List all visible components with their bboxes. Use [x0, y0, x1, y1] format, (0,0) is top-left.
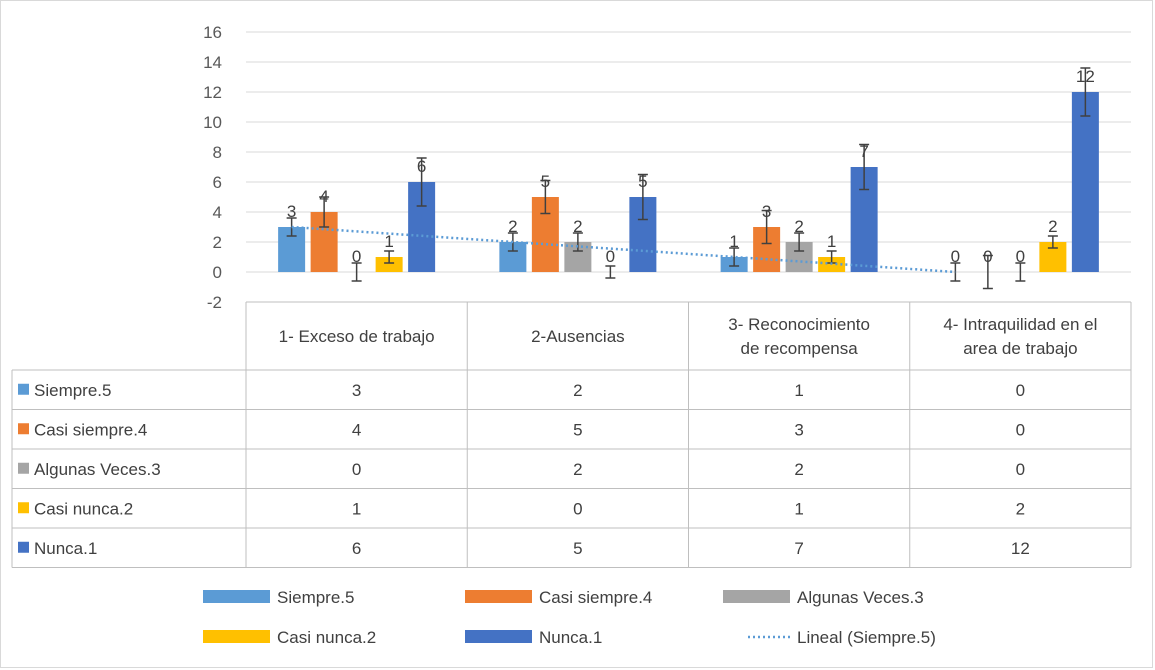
table-legend-key: [18, 541, 29, 553]
table-series-name: Siempre.5: [34, 381, 111, 400]
table-series-name: Casi nunca.2: [34, 499, 133, 518]
data-label: 2: [794, 217, 803, 236]
data-label: 3: [762, 202, 771, 221]
table-series-name: Nunca.1: [34, 539, 97, 558]
y-tick-label: 4: [213, 203, 222, 222]
y-tick-label: 0: [213, 263, 222, 282]
table-cell-value: 5: [573, 539, 582, 558]
table-series-name: Casi siempre.4: [34, 420, 147, 439]
table-cell-value: 3: [794, 420, 803, 439]
table-cell-value: 2: [573, 381, 582, 400]
data-label: 0: [951, 247, 960, 266]
table-category-label: 2-Ausencias: [531, 327, 625, 346]
table-legend-key: [18, 502, 29, 514]
legend-label: Casi siempre.4: [539, 588, 652, 607]
table-legend-key: [18, 462, 29, 474]
y-tick-label: 2: [213, 233, 222, 252]
y-tick-label: 16: [203, 23, 222, 42]
table-cell-value: 4: [352, 420, 361, 439]
data-label: 1: [384, 232, 393, 251]
data-label: 2: [508, 217, 517, 236]
legend-label: Nunca.1: [539, 628, 602, 647]
table-cell-value: 2: [1016, 499, 1025, 518]
table-legend-key: [18, 423, 29, 435]
legend-label: Algunas Veces.3: [797, 588, 924, 607]
data-label: 12: [1076, 67, 1095, 86]
table-cell-value: 0: [1016, 460, 1025, 479]
y-tick-label: 14: [203, 53, 222, 72]
table-category-label: area de trabajo: [963, 339, 1077, 358]
data-label: 0: [1016, 247, 1025, 266]
table-legend-key: [18, 383, 29, 395]
legend-key: [203, 630, 270, 643]
legend-label: Lineal (Siempre.5): [797, 628, 936, 647]
legend-key: [465, 590, 532, 603]
data-label: 2: [573, 217, 582, 236]
data-label: 0: [352, 247, 361, 266]
bar: [375, 257, 403, 272]
trendline: [291, 225, 956, 274]
data-label: 1: [729, 232, 738, 251]
table-cell-value: 0: [1016, 381, 1025, 400]
legend-key: [465, 630, 532, 643]
y-tick-label: 12: [203, 83, 222, 102]
bar: [1071, 92, 1099, 272]
y-tick-label: 6: [213, 173, 222, 192]
y-tick-label: 8: [213, 143, 222, 162]
table-cell-value: 0: [352, 460, 361, 479]
table-cell-value: 1: [794, 499, 803, 518]
table-cell-value: 2: [573, 460, 582, 479]
data-label: 7: [859, 142, 868, 161]
table-cell-value: 0: [573, 499, 582, 518]
table-cell-value: 12: [1011, 539, 1030, 558]
data-label: 3: [287, 202, 296, 221]
table-cell-value: 1: [352, 499, 361, 518]
data-label: 0: [606, 247, 615, 266]
table-category-label: 1- Exceso de trabajo: [279, 327, 435, 346]
data-label: 0: [983, 247, 992, 266]
table-category-label: 4- Intraquilidad en el: [943, 315, 1097, 334]
table-series-name: Algunas Veces.3: [34, 460, 161, 479]
data-label: 5: [638, 172, 647, 191]
data-label: 4: [319, 187, 328, 206]
table-cell-value: 5: [573, 420, 582, 439]
legend-label: Casi nunca.2: [277, 628, 376, 647]
legend-key: [723, 590, 790, 603]
legend-key: [203, 590, 270, 603]
data-label: 5: [541, 172, 550, 191]
table-cell-value: 1: [794, 381, 803, 400]
data-label: 1: [827, 232, 836, 251]
y-tick-label: -2: [207, 293, 222, 312]
y-tick-label: 10: [203, 113, 222, 132]
table-cell-value: 0: [1016, 420, 1025, 439]
table-cell-value: 3: [352, 381, 361, 400]
data-label: 6: [417, 157, 426, 176]
table-cell-value: 6: [352, 539, 361, 558]
table-cell-value: 7: [794, 539, 803, 558]
table-category-label: de recompensa: [741, 339, 859, 358]
table-cell-value: 2: [794, 460, 803, 479]
legend-label: Siempre.5: [277, 588, 354, 607]
table-category-label: 3- Reconocimiento: [728, 315, 870, 334]
data-label: 2: [1048, 217, 1057, 236]
